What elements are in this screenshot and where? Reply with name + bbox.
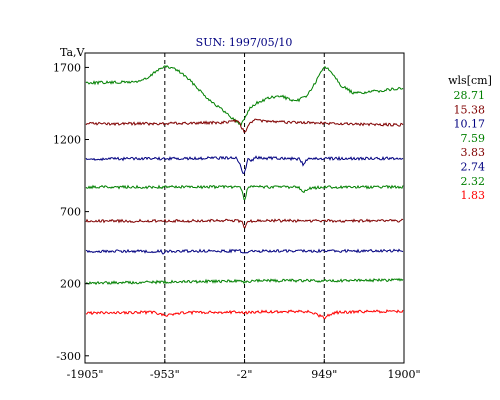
legend-entry-2: 10.17 [454,118,486,131]
legend-entry-6: 2.32 [461,175,486,188]
series-line-2 [85,155,404,174]
y-axis: 1700 1200 700 200 -300 [53,61,89,363]
legend-entry-5: 2.74 [461,161,486,174]
x-tick-label-3: 949" [311,368,337,381]
x-tick-label-2: -2" [237,368,253,381]
y-tick-label-3: 200 [60,278,81,291]
reference-lines [164,53,325,363]
legend-entry-0: 28.71 [454,89,486,102]
series-line-3 [85,184,404,200]
series-line-5 [85,248,404,255]
y-tick-label-2: 700 [60,206,81,219]
plot-area: -1905" -953" -2" 949" 1900" 1700 1200 700 200 -3… [53,52,421,381]
y-axis-label: Ta,V [60,46,86,59]
legend-entry-7: 1.83 [461,189,486,202]
y-tick-label-4: -300 [56,350,81,363]
series-line-4 [85,218,404,229]
x-tick-label-0: -1905" [67,368,104,381]
legend-entry-3: 7.59 [461,132,486,145]
legend-title: wls[cm] [448,74,492,87]
series-line-0 [85,64,404,127]
series-group [85,64,404,320]
legend-entry-1: 15.38 [454,103,486,116]
x-tick-label-1: -953" [150,368,180,381]
legend-entry-4: 3.83 [461,146,486,159]
chart-title: SUN: 1997/05/10 [196,36,293,49]
x-tick-label-4: 1900" [387,368,420,381]
y-tick-label-0: 1700 [53,61,81,74]
y-tick-label-1: 1200 [53,134,81,147]
series-line-7 [85,309,404,320]
series-line-6 [85,277,404,286]
x-axis: -1905" -953" -2" 949" 1900" [67,359,421,381]
series-line-1 [85,118,404,133]
